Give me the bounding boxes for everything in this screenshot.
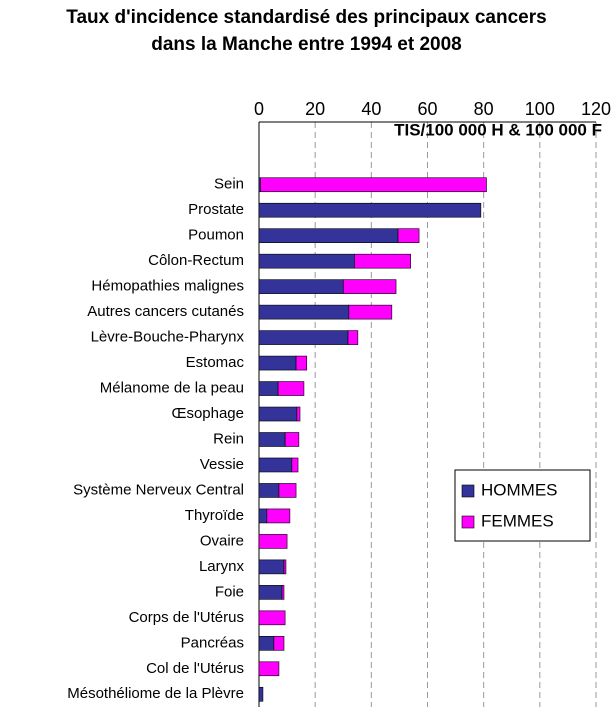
bar [258, 228, 399, 243]
x-tick-label: 20 [305, 99, 325, 119]
bar [258, 202, 482, 218]
bar [258, 330, 349, 345]
bar [258, 279, 344, 294]
x-tick-label: 0 [254, 99, 264, 119]
bar [258, 355, 297, 371]
y-tick-label: Pancréas [181, 634, 244, 651]
bar [347, 330, 359, 345]
bar [348, 304, 393, 320]
y-tick-label: Corps de l'Utérus [129, 609, 244, 626]
x-axis-label: TIS/100 000 H & 100 000 F [394, 120, 602, 139]
bar [277, 381, 305, 396]
y-tick-label: Col de l'Utérus [146, 660, 244, 677]
bar [283, 559, 287, 575]
bar [258, 534, 288, 549]
legend-label: FEMMES [481, 511, 554, 530]
bar [296, 406, 301, 422]
bar [397, 228, 420, 243]
bar [258, 686, 264, 702]
y-tick-label: Hémopathies malignes [91, 278, 244, 295]
legend-box [454, 469, 591, 542]
bar [258, 381, 279, 396]
y-tick-label: Lèvre-Bouche-Pharynx [91, 329, 245, 346]
bar [258, 406, 298, 422]
bar [258, 508, 268, 524]
y-tick-label: Côlon-Rectum [148, 252, 244, 269]
bar [291, 457, 299, 473]
legend-label: HOMMES [481, 480, 558, 499]
bar [258, 559, 285, 575]
y-tick-label: Thyroïde [185, 507, 244, 524]
y-tick-label: Ovaire [200, 532, 244, 549]
bar [281, 585, 285, 600]
bar [258, 636, 275, 651]
x-tick-label: 80 [474, 99, 494, 119]
y-tick-label: Vessie [200, 456, 244, 473]
bar [258, 432, 286, 447]
bar [258, 661, 280, 677]
y-tick-label: Mésothéliome de la Plèvre [67, 685, 244, 702]
y-tick-label: Prostate [188, 201, 244, 218]
bar [284, 432, 300, 447]
bar [258, 253, 355, 269]
y-tick-label: Foie [215, 583, 244, 600]
bar [354, 253, 411, 269]
bar [258, 610, 286, 626]
x-tick-label: 60 [417, 99, 437, 119]
y-tick-label: Larynx [199, 558, 245, 575]
bar [278, 483, 297, 498]
legend-swatch [461, 515, 475, 529]
x-tick-label: 40 [361, 99, 381, 119]
bar [266, 508, 291, 524]
y-tick-label: Autres cancers cutanés [87, 303, 244, 320]
bar [273, 636, 285, 651]
x-tick-label: 100 [525, 99, 555, 119]
bar [258, 483, 280, 498]
bar [258, 585, 283, 600]
bar [295, 355, 308, 371]
y-tick-label: Estomac [186, 354, 245, 371]
bar [258, 304, 350, 320]
y-tick-label: Mélanome de la peau [100, 380, 244, 397]
bar [260, 177, 487, 193]
y-tick-label: Poumon [188, 227, 244, 244]
bar [342, 279, 397, 294]
y-tick-label: Sein [214, 176, 244, 193]
legend-swatch [461, 484, 475, 498]
bar [258, 457, 293, 473]
x-tick-label: 120 [581, 99, 611, 119]
y-tick-label: Système Nerveux Central [73, 481, 244, 498]
chart-title: Taux d'incidence standardisé des princip… [66, 7, 547, 55]
y-tick-label: Rein [213, 430, 244, 447]
y-tick-label: Œsophage [171, 405, 244, 422]
